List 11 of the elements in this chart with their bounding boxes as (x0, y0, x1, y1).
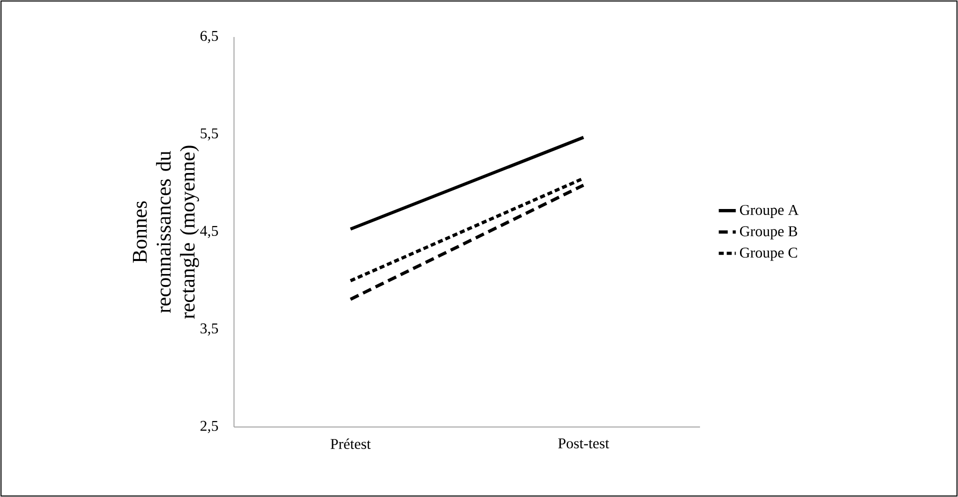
legend-label: Groupe A (740, 204, 799, 218)
y-tick-label: 6,5 (200, 30, 218, 44)
y-tick-label: 4,5 (200, 226, 218, 238)
y-axis-title: Bonnes reconnaissances du rectangle (moyenne) (132, 146, 199, 319)
legend-label: Groupe C (740, 248, 798, 261)
legend-label: Groupe B (740, 226, 798, 240)
x-tick-label: Post-test (558, 438, 610, 448)
y-tick-label: 3,5 (200, 323, 218, 336)
x-tick-label: Prétest (330, 438, 371, 450)
y-tick-label: 2,5 (200, 420, 218, 434)
y-tick-label: 5,5 (200, 128, 218, 141)
